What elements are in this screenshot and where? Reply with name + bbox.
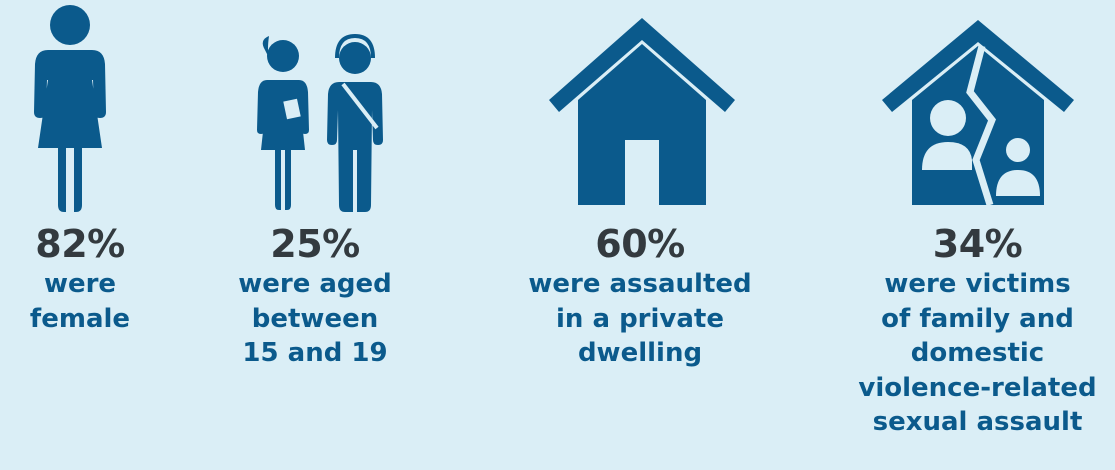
- stat-family-violence-description: were victims of family and domestic viol…: [840, 267, 1115, 440]
- stat-age-line-3: 15 and 19: [242, 338, 388, 368]
- stat-age-value: 25%: [270, 222, 360, 266]
- stat-family-violence-line-2: of family and: [881, 303, 1074, 334]
- stat-age-description: were aged between 15 and 19: [200, 267, 430, 371]
- stat-female-value: 82%: [35, 222, 125, 266]
- woman-icon: [18, 0, 128, 215]
- stat-family-violence-line-3: domestic: [910, 338, 1045, 368]
- stat-dwelling-value: 60%: [595, 222, 685, 266]
- stat-family-violence-line-5: sexual assault: [872, 407, 1083, 437]
- stat-age-line-1: were aged: [238, 269, 392, 299]
- stat-female: 82% were female: [0, 0, 160, 470]
- stat-dwelling: 60% were assaulted in a private dwelling: [495, 0, 785, 470]
- stat-dwelling-description: were assaulted in a private dwelling: [495, 267, 785, 371]
- stat-age: 25% were aged between 15 and 19: [200, 0, 430, 470]
- stat-female-line-1: were: [43, 269, 117, 299]
- stat-dwelling-line-2: in a private: [556, 303, 724, 334]
- teenagers-icon: [245, 0, 395, 215]
- broken-family-home-icon: [878, 0, 1078, 215]
- stat-family-violence-value: 34%: [932, 222, 1023, 266]
- stat-dwelling-line-3: dwelling: [577, 338, 703, 368]
- stat-female-description: were female: [0, 267, 160, 336]
- stat-female-line-2: female: [29, 303, 131, 334]
- stat-family-violence: 34% were victims of family and domestic …: [840, 0, 1115, 470]
- stat-family-violence-line-4: violence-related: [858, 372, 1097, 403]
- stat-family-violence-line-1: were victims: [884, 269, 1071, 299]
- stat-age-line-2: between: [251, 303, 379, 334]
- house-icon: [545, 0, 740, 215]
- stat-dwelling-line-1: were assaulted: [528, 269, 752, 299]
